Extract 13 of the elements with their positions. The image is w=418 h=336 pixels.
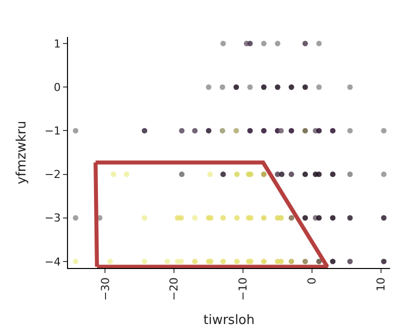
x-tick-label: −30	[98, 277, 112, 301]
x-tick-label: 0	[306, 277, 319, 284]
y-tick-label: 0	[54, 80, 61, 94]
y-tick-label: −1	[44, 124, 61, 138]
y-tick-label: 1	[54, 37, 61, 50]
y-tick-label: −4	[44, 255, 61, 268]
y-tick-label: −3	[44, 212, 61, 225]
x-axis-title: tiwrsloh	[203, 313, 255, 328]
y-axis-title: yfmzwkru	[14, 120, 30, 184]
y-tick-label: −2	[44, 168, 61, 182]
x-tick-label: −20	[168, 277, 181, 301]
x-tick-label: 10	[374, 277, 388, 292]
x-tick-label: −10	[236, 277, 250, 301]
